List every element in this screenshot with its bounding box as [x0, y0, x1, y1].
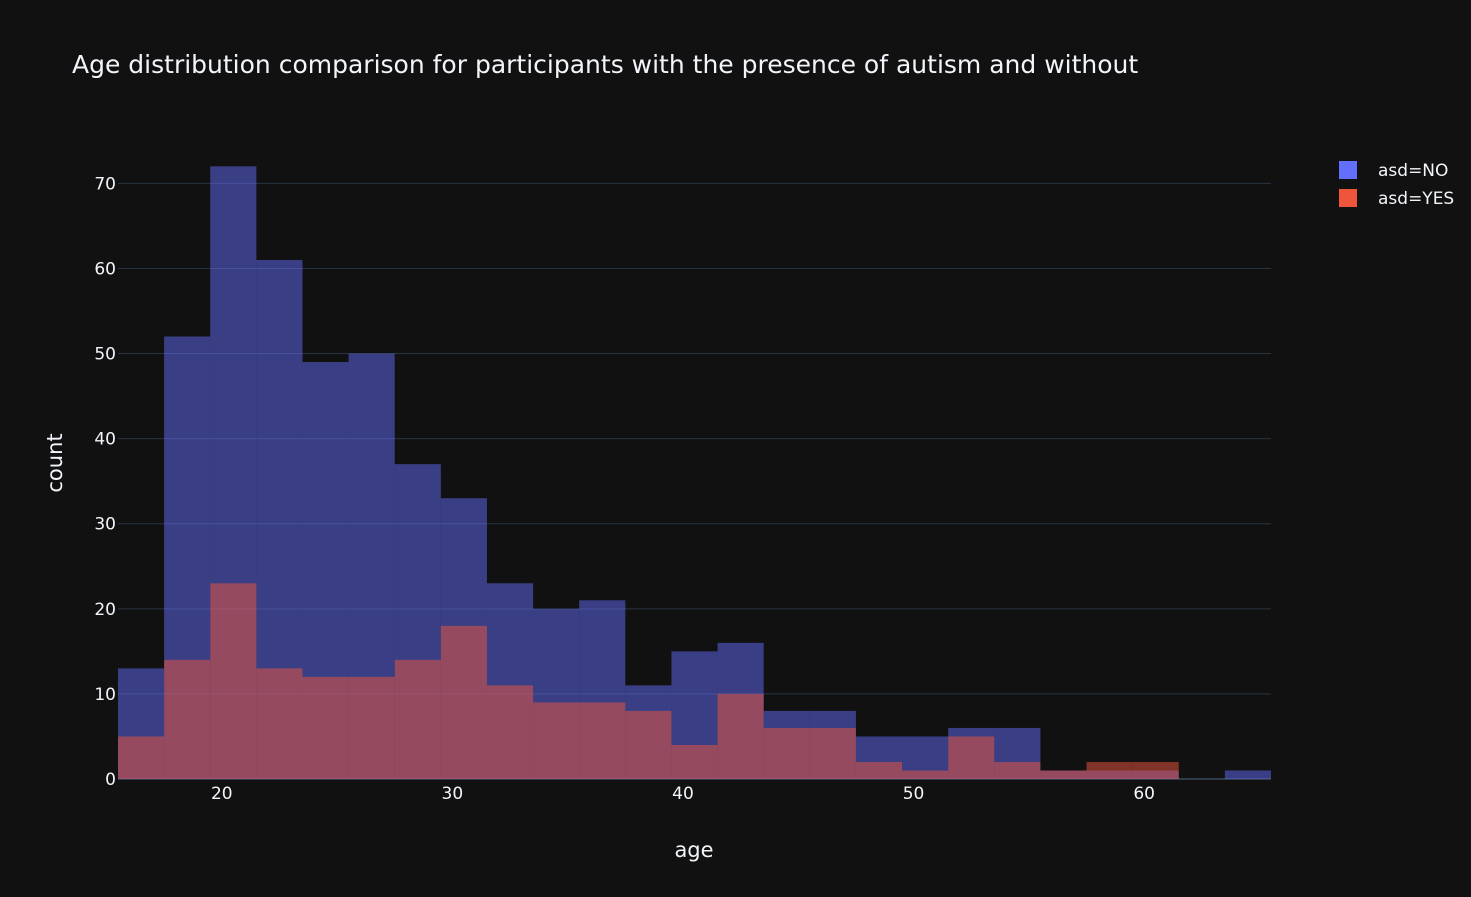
- y-tick-label: 10: [94, 685, 116, 705]
- y-tick-label: 70: [94, 174, 116, 194]
- histogram-bar[interactable]: [902, 770, 949, 779]
- histogram-bar[interactable]: [118, 736, 165, 779]
- histogram-bar[interactable]: [1086, 761, 1133, 779]
- x-tick-label: 20: [211, 784, 233, 804]
- histogram-bar[interactable]: [348, 676, 395, 779]
- x-tick-label: 30: [442, 784, 464, 804]
- y-tick-label: 40: [94, 430, 116, 450]
- histogram-bar[interactable]: [210, 583, 257, 779]
- x-tick-labels: 20 30 40 50 60: [211, 784, 1155, 804]
- histogram-bar[interactable]: [533, 702, 580, 779]
- y-tick-labels: 0 10 20 30 40 50 60 70: [94, 174, 116, 790]
- y-tick-label: 20: [94, 600, 116, 620]
- histogram-bar[interactable]: [256, 668, 303, 779]
- y-axis-title: count: [43, 433, 67, 492]
- y-tick-label: 50: [94, 345, 116, 365]
- series-asd=YES: [118, 583, 1179, 779]
- histogram-bar[interactable]: [1224, 770, 1271, 779]
- y-tick-label: 0: [105, 770, 116, 790]
- histogram-bar[interactable]: [717, 693, 764, 779]
- histogram-bar[interactable]: [1132, 761, 1179, 779]
- bars: [118, 166, 1271, 780]
- legend-label: asd=NO: [1378, 161, 1448, 181]
- histogram-bar[interactable]: [579, 702, 626, 779]
- histogram-bar[interactable]: [486, 685, 534, 779]
- histogram-bar[interactable]: [855, 761, 903, 779]
- histogram-bar[interactable]: [671, 744, 718, 779]
- histogram-bar[interactable]: [1040, 770, 1087, 779]
- histogram-bar[interactable]: [763, 727, 810, 779]
- legend-item[interactable]: asd=NO: [1339, 161, 1448, 181]
- legend-swatch: [1339, 161, 1357, 179]
- x-tick-label: 40: [672, 784, 694, 804]
- histogram-bar[interactable]: [994, 761, 1041, 779]
- y-tick-label: 30: [94, 515, 116, 535]
- histogram-bar[interactable]: [440, 625, 487, 779]
- legend-item[interactable]: asd=YES: [1339, 189, 1454, 209]
- x-tick-label: 60: [1133, 784, 1155, 804]
- histogram-bar[interactable]: [948, 736, 995, 779]
- histogram-bar[interactable]: [809, 727, 856, 779]
- y-tick-label: 60: [94, 259, 116, 279]
- histogram-bar[interactable]: [164, 659, 211, 779]
- x-axis-title: age: [674, 838, 713, 862]
- histogram-bar[interactable]: [302, 676, 349, 779]
- legend[interactable]: asd=NO asd=YES: [1339, 161, 1454, 209]
- histogram-bar[interactable]: [394, 659, 441, 779]
- legend-label: asd=YES: [1378, 189, 1454, 209]
- chart-title: Age distribution comparison for particip…: [72, 50, 1138, 79]
- x-tick-label: 50: [903, 784, 925, 804]
- histogram-bar[interactable]: [625, 710, 672, 779]
- legend-swatch: [1339, 189, 1357, 207]
